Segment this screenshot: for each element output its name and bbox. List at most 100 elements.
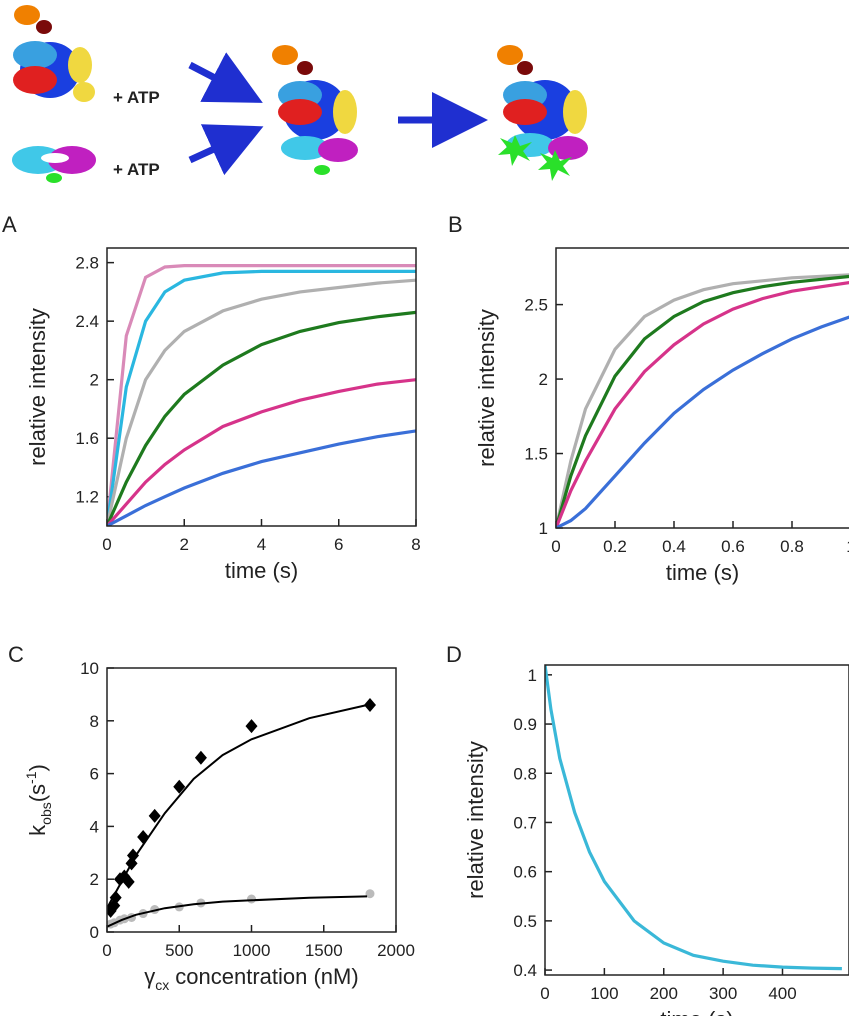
y-label-sup: -1	[23, 771, 39, 784]
series-line	[107, 310, 416, 526]
y-tick-label: 2	[90, 371, 99, 390]
x-axis-label: γcx concentration (nM)	[144, 964, 358, 993]
x-tick-label: 400	[768, 984, 796, 1003]
diamond-point	[363, 697, 376, 712]
frame	[544, 664, 849, 976]
x-tick-label: 2	[180, 535, 189, 554]
schematic-label: + ATP	[113, 160, 160, 179]
diamond-point	[127, 848, 140, 863]
x-tick-label: 6	[334, 535, 343, 554]
x-tick-label: 300	[709, 984, 737, 1003]
y-tick-label: 2.8	[75, 254, 99, 273]
diamond-point	[148, 808, 161, 823]
y-tick-label: 4	[90, 817, 99, 836]
series-line	[107, 264, 416, 526]
series-line	[556, 273, 849, 528]
plot-area	[556, 273, 849, 528]
y-tick-label: 2	[90, 870, 99, 889]
x-tick-label: 1000	[233, 941, 271, 960]
y-tick-label: 1	[539, 519, 548, 538]
circle-point	[247, 894, 256, 904]
x-label-sub: cx	[155, 977, 169, 993]
plot-area	[107, 697, 376, 929]
frame	[106, 667, 397, 933]
x-label-rest: concentration (nM)	[175, 964, 358, 989]
diamond-point	[173, 779, 186, 794]
y-tick-label: 1	[528, 666, 537, 685]
diamond-point	[122, 874, 135, 889]
diamond-point	[245, 719, 258, 734]
x-tick-label: 0.4	[662, 537, 686, 556]
y-axis-label: relative intensity	[474, 309, 499, 467]
y-label-sub: obs	[38, 802, 54, 825]
x-tick-label: 1	[846, 537, 849, 556]
series-line	[556, 274, 849, 528]
x-tick-label: 200	[650, 984, 678, 1003]
x-tick-label: 500	[165, 941, 193, 960]
diamond-point	[109, 890, 122, 905]
x-tick-label: 2000	[377, 941, 415, 960]
series-line	[107, 895, 368, 928]
x-axis-label: time (s)	[225, 558, 298, 583]
y-tick-label: 10	[80, 659, 99, 678]
schematic: + ATP + ATP	[12, 5, 588, 183]
x-axis-label: time (s)	[666, 560, 739, 585]
y-tick-label: 1.5	[524, 445, 548, 464]
y-tick-label: 0.5	[513, 912, 537, 931]
series-line	[107, 429, 416, 526]
y-label-main: k	[25, 824, 50, 836]
series-line	[556, 280, 849, 528]
x-axis-label: time (s)	[660, 1007, 733, 1016]
y-axis-label: relative intensity	[25, 308, 50, 466]
frame	[106, 247, 417, 527]
x-tick-label: 0.2	[603, 537, 627, 556]
diamond-point	[194, 750, 207, 765]
y-tick-label: 8	[90, 712, 99, 731]
series-line	[556, 315, 849, 528]
y-tick-label: 0.7	[513, 813, 537, 832]
x-tick-label: 0	[551, 537, 560, 556]
x-tick-label: 0	[102, 535, 111, 554]
y-tick-label: 1.6	[75, 429, 99, 448]
plot-area	[545, 665, 842, 971]
series-line	[107, 278, 416, 526]
y-axis-label: kobs(s-1)	[23, 764, 54, 836]
schematic-label: + ATP	[113, 88, 160, 107]
y-tick-label: 0.4	[513, 961, 537, 980]
series-line	[107, 704, 368, 909]
series-line	[107, 269, 416, 526]
y-tick-label: 0.8	[513, 764, 537, 783]
x-tick-label: 8	[411, 535, 420, 554]
plot-area	[107, 264, 416, 526]
x-label-symbol: γ	[144, 964, 155, 989]
x-tick-label: 0.6	[721, 537, 745, 556]
panel-label: B	[448, 212, 463, 237]
x-tick-label: 1500	[305, 941, 343, 960]
y-label-close: )	[25, 764, 50, 771]
diamond-point	[107, 903, 117, 918]
y-tick-label: 2.5	[524, 296, 548, 315]
x-tick-label: 0.8	[780, 537, 804, 556]
x-tick-label: 4	[257, 535, 266, 554]
panel-label: C	[8, 642, 24, 667]
circle-point	[365, 889, 375, 899]
y-tick-label: 0.6	[513, 863, 537, 882]
y-tick-label: 2.4	[75, 312, 99, 331]
panel-label: D	[446, 642, 462, 667]
y-tick-label: 0.9	[513, 715, 537, 734]
y-tick-label: 6	[90, 765, 99, 784]
series-line	[545, 665, 842, 971]
x-tick-label: 100	[590, 984, 618, 1003]
y-tick-label: 2	[539, 370, 548, 389]
x-tick-label: 0	[102, 941, 111, 960]
series-line	[107, 378, 416, 526]
y-axis-label: relative intensity	[463, 741, 488, 899]
y-label-open: (s	[25, 784, 50, 802]
y-tick-label: 1.2	[75, 488, 99, 507]
frame	[555, 247, 849, 529]
panel-label: A	[2, 212, 17, 237]
y-tick-label: 0	[90, 923, 99, 942]
x-tick-label: 0	[540, 984, 549, 1003]
